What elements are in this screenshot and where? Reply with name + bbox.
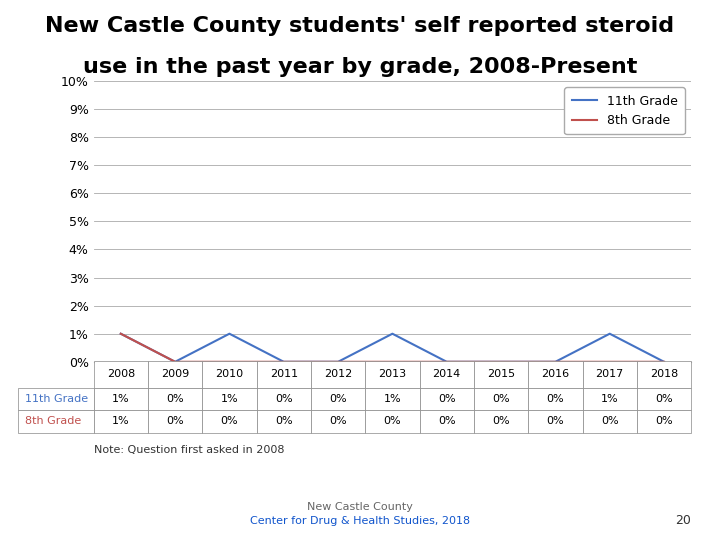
Text: New Castle County: New Castle County (307, 502, 413, 512)
Text: 20: 20 (675, 514, 691, 526)
11th Grade (334, 359, 343, 365)
8th Grade (388, 359, 397, 365)
Line: 11th Grade: 11th Grade (121, 334, 664, 362)
8th Grade (551, 359, 559, 365)
11th Grade (442, 359, 451, 365)
8th Grade (334, 359, 343, 365)
11th Grade (171, 359, 179, 365)
8th Grade (171, 359, 179, 365)
8th Grade (442, 359, 451, 365)
Text: Center for Drug & Health Studies, 2018: Center for Drug & Health Studies, 2018 (250, 516, 470, 526)
Text: use in the past year by grade, 2008-Present: use in the past year by grade, 2008-Pres… (83, 57, 637, 77)
11th Grade (660, 359, 668, 365)
Text: New Castle County students' self reported steroid: New Castle County students' self reporte… (45, 16, 675, 36)
11th Grade (117, 330, 125, 337)
8th Grade (225, 359, 234, 365)
8th Grade (606, 359, 614, 365)
8th Grade (279, 359, 288, 365)
11th Grade (551, 359, 559, 365)
Legend: 11th Grade, 8th Grade: 11th Grade, 8th Grade (564, 87, 685, 134)
8th Grade (660, 359, 668, 365)
11th Grade (497, 359, 505, 365)
Text: Note: Question first asked in 2008: Note: Question first asked in 2008 (94, 446, 284, 456)
Line: 8th Grade: 8th Grade (121, 334, 664, 362)
8th Grade (497, 359, 505, 365)
8th Grade (117, 330, 125, 337)
11th Grade (225, 330, 234, 337)
11th Grade (279, 359, 288, 365)
11th Grade (388, 330, 397, 337)
11th Grade (606, 330, 614, 337)
